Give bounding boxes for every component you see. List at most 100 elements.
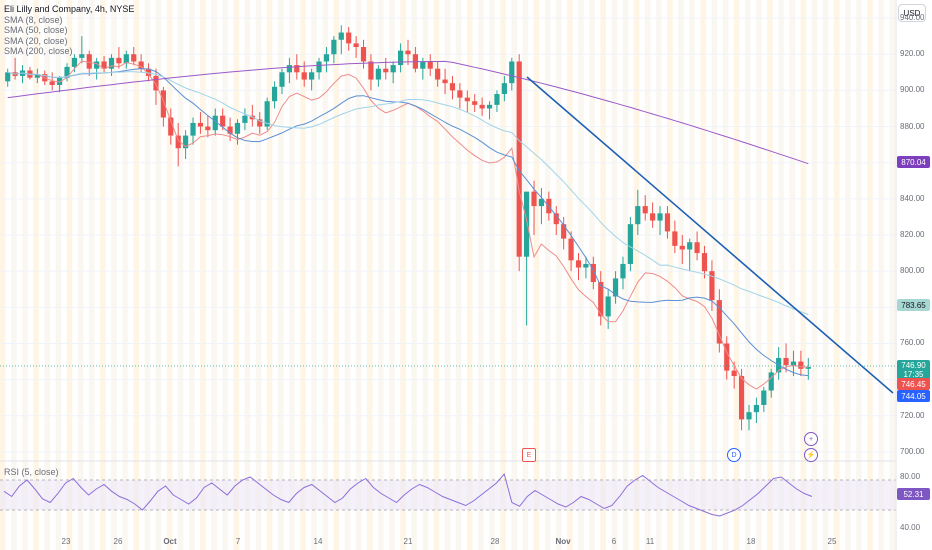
candle-body [190, 122, 196, 136]
candle-body [442, 79, 448, 84]
sma20-tag: 744.05 [897, 390, 930, 402]
session-stripe [11, 0, 17, 550]
candle-body [449, 83, 456, 91]
candle-body [49, 81, 55, 85]
candle-body [501, 83, 507, 95]
candle-body [761, 390, 767, 405]
session-stripes [0, 0, 896, 550]
candle-body [724, 343, 730, 371]
candle-body [397, 50, 404, 66]
candle-body [131, 54, 137, 62]
add-event-icon[interactable]: + [804, 432, 818, 446]
candle-body [679, 245, 685, 250]
candle-body [405, 50, 411, 55]
session-stripe [322, 0, 329, 550]
candle-body [220, 115, 226, 127]
candle-body [620, 263, 626, 279]
session-stripe [422, 0, 429, 550]
session-stripe [511, 0, 518, 550]
candle-body [538, 198, 545, 207]
rsi-line [3, 472, 813, 517]
candle-body [731, 370, 737, 377]
sma8-tag: 746.45 [897, 378, 930, 390]
candle-body [286, 65, 292, 73]
price-tick-label: 920.00 [900, 49, 925, 59]
sma-8-label[interactable]: SMA (8, close) [4, 14, 63, 25]
session-stripe [166, 0, 173, 550]
session-stripe [767, 0, 773, 550]
candle-body [353, 43, 359, 48]
session-stripe [467, 0, 473, 550]
candle-body [464, 97, 470, 102]
candle-body [664, 213, 671, 232]
candle-body [257, 119, 263, 127]
time-tick-label: Oct [163, 537, 177, 546]
candle-body [805, 366, 811, 369]
session-stripe [33, 0, 39, 550]
candle-body [598, 282, 604, 317]
candle-body [657, 213, 663, 221]
session-stripe [433, 0, 440, 550]
candle-body [709, 271, 715, 301]
candle-body [687, 242, 693, 250]
candle-body [553, 213, 559, 225]
session-stripe [411, 0, 417, 550]
session-stripe [500, 0, 506, 550]
candle-body [635, 206, 641, 225]
session-stripe [100, 0, 106, 550]
session-stripe [400, 0, 406, 550]
sma50-tag: 783.65 [897, 299, 930, 311]
session-stripe [144, 0, 151, 550]
candle-body [242, 115, 248, 123]
rsi-value-tag: 52.31 [897, 488, 930, 500]
candle-body [390, 65, 396, 73]
candle-body [116, 57, 122, 64]
candle-body [375, 68, 381, 80]
rsi-tick-label: 80.00 [900, 472, 921, 481]
candle-body [479, 104, 485, 109]
candle-body [34, 74, 40, 78]
rsi-legend[interactable]: RSI (5, close) [4, 467, 59, 477]
session-stripe [856, 0, 862, 550]
candle-body [94, 61, 100, 69]
candle-body [309, 72, 315, 80]
session-stripe [44, 0, 51, 550]
session-stripe [478, 0, 484, 550]
candle-body [427, 61, 433, 69]
session-stripe [289, 0, 295, 550]
session-stripe [455, 0, 462, 550]
price-tick-label: 720.00 [900, 410, 925, 420]
candle-body [101, 61, 107, 69]
session-stripe [444, 0, 451, 550]
candle-body [524, 191, 530, 257]
rsi-pane [0, 472, 896, 517]
sma-200-label[interactable]: SMA (200, close) [4, 46, 73, 56]
candle-body [568, 238, 574, 261]
session-stripe [867, 0, 873, 550]
bar-countdown: 17:35 [903, 370, 924, 379]
dividend-event-icon[interactable]: D [727, 448, 741, 462]
price-tick-label: 940.00 [900, 13, 925, 23]
candle-body [145, 68, 152, 76]
price-tick-label: 800.00 [900, 266, 925, 276]
session-stripe [600, 0, 606, 550]
candle-body [264, 101, 270, 127]
candle-body [435, 68, 441, 80]
session-stripe [255, 0, 262, 550]
last-price-tag: 746.90 17:35 [897, 360, 930, 380]
candle-body [368, 61, 374, 80]
trendline [526, 76, 894, 394]
session-stripe [378, 0, 384, 550]
candle-body [798, 361, 804, 369]
session-stripe [333, 0, 340, 550]
session-stripe [644, 0, 651, 550]
earnings-event-icon[interactable]: E [522, 448, 536, 462]
currency-button[interactable]: USD [898, 4, 926, 22]
sma-50-label[interactable]: SMA (50, close) [4, 25, 68, 35]
candle-body [642, 206, 648, 214]
symbol-title[interactable]: Eli Lilly and Company, 4h, NYSE [4, 4, 135, 14]
lightning-event-icon[interactable]: ⚡ [804, 448, 818, 462]
session-stripe [578, 0, 584, 550]
sma-20-label[interactable]: SMA (20, close) [4, 35, 68, 46]
